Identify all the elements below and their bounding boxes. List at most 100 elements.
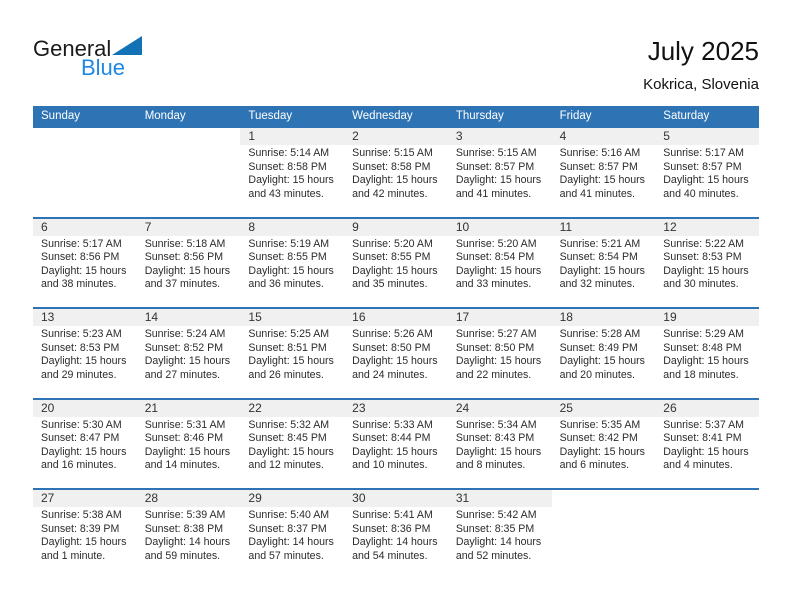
day-number-band: 8 bbox=[240, 218, 345, 236]
day-details: Sunrise: 5:21 AM Sunset: 8:54 PM Daylight:… bbox=[552, 236, 656, 292]
day-cell: 21 Sunrise: 5:31 AM Sunset: 8:46 PM Dayligh… bbox=[136, 399, 241, 489]
day-cell: 1 Sunrise: 5:14 AM Sunset: 8:58 PM Daylight… bbox=[240, 128, 345, 217]
day-number-band: 2 bbox=[344, 128, 448, 145]
day-details: Sunrise: 5:26 AM Sunset: 8:50 PM Daylight:… bbox=[344, 326, 448, 382]
sunset-text: Sunset: 8:54 PM bbox=[455, 251, 535, 264]
sunrise-text: Sunrise: 5:25 AM bbox=[248, 328, 330, 340]
sunrise-text: Sunrise: 5:37 AM bbox=[663, 418, 744, 431]
day-number: 28 bbox=[144, 491, 159, 505]
sunrise-text: Sunrise: 5:22 AM bbox=[663, 237, 744, 250]
sunrise-text: Sunrise: 5:21 AM bbox=[559, 237, 641, 250]
sunrise-text: Sunrise: 5:33 AM bbox=[352, 418, 433, 431]
day-cell: 23 Sunrise: 5:33 AM Sunset: 8:44 PM Dayligh… bbox=[344, 399, 448, 489]
daylight-text: Daylight: 15 hours and 36 minutes. bbox=[248, 264, 334, 291]
day-cell: 6 Sunrise: 5:17 AM Sunset: 8:56 PM Daylight… bbox=[33, 218, 137, 308]
sunset-text: Sunset: 8:35 PM bbox=[455, 522, 535, 535]
day-number: 22 bbox=[248, 400, 262, 415]
calendar: Sunday Monday Tuesday Wednesday Thursday… bbox=[33, 106, 759, 578]
day-cell: 16 Sunrise: 5:26 AM Sunset: 8:50 PM Dayligh… bbox=[344, 309, 448, 398]
day-number-band: 4 bbox=[551, 128, 656, 145]
daylight-text: Daylight: 15 hours and 14 minutes. bbox=[144, 445, 231, 472]
day-number-band: 19 bbox=[655, 309, 759, 326]
day-number-band bbox=[655, 490, 759, 507]
day-details: Sunrise: 5:20 AM Sunset: 8:54 PM Daylight:… bbox=[448, 236, 552, 292]
day-number-band bbox=[33, 128, 137, 145]
daylight-text: Daylight: 15 hours and 41 minutes. bbox=[559, 174, 645, 200]
day-number: 20 bbox=[41, 400, 55, 415]
daylight-text: Daylight: 15 hours and 20 minutes. bbox=[559, 355, 645, 381]
day-cell: 10 Sunrise: 5:20 AM Sunset: 8:54 PM Dayligh… bbox=[447, 218, 552, 308]
day-details: Sunrise: 5:30 AM Sunset: 8:47 PM Daylight:… bbox=[33, 417, 137, 473]
day-cell bbox=[655, 490, 759, 578]
day-number-band: 5 bbox=[655, 128, 759, 145]
day-cell: 20 Sunrise: 5:30 AM Sunset: 8:47 PM Dayligh… bbox=[33, 399, 137, 489]
daylight-text: Daylight: 15 hours and 32 minutes. bbox=[559, 264, 645, 291]
day-number-band: 13 bbox=[33, 309, 137, 326]
day-details: Sunrise: 5:17 AM Sunset: 8:56 PM Daylight:… bbox=[33, 236, 137, 292]
day-details: Sunrise: 5:20 AM Sunset: 8:55 PM Daylight:… bbox=[344, 236, 448, 292]
weekday-header-saturday: Saturday bbox=[663, 110, 710, 122]
day-number: 16 bbox=[352, 310, 366, 324]
sunrise-text: Sunrise: 5:31 AM bbox=[144, 418, 226, 431]
day-cell: 13 Sunrise: 5:23 AM Sunset: 8:53 PM Dayligh… bbox=[33, 309, 137, 398]
sunrise-text: Sunrise: 5:15 AM bbox=[352, 147, 433, 159]
sunrise-text: Sunrise: 5:39 AM bbox=[144, 509, 226, 521]
day-details: Sunrise: 5:25 AM Sunset: 8:51 PM Daylight:… bbox=[240, 326, 344, 382]
sunset-text: Sunset: 8:53 PM bbox=[663, 251, 742, 264]
day-number: 1 bbox=[248, 129, 256, 143]
day-number: 5 bbox=[663, 129, 670, 143]
day-details: Sunrise: 5:39 AM Sunset: 8:38 PM Daylight:… bbox=[137, 507, 241, 563]
day-number: 19 bbox=[663, 310, 677, 324]
daylight-text: Daylight: 15 hours and 29 minutes. bbox=[41, 355, 127, 381]
day-number: 6 bbox=[41, 219, 48, 234]
day-number-band: 22 bbox=[240, 399, 345, 417]
sunset-text: Sunset: 8:44 PM bbox=[352, 432, 431, 445]
daylight-text: Daylight: 14 hours and 59 minutes. bbox=[144, 536, 231, 562]
day-details: Sunrise: 5:18 AM Sunset: 8:56 PM Daylight:… bbox=[137, 236, 241, 292]
day-details: Sunrise: 5:22 AM Sunset: 8:53 PM Daylight:… bbox=[655, 236, 759, 292]
daylight-text: Daylight: 15 hours and 4 minutes. bbox=[663, 445, 749, 472]
day-number-band bbox=[552, 490, 656, 507]
day-number-band: 16 bbox=[344, 309, 448, 326]
sunset-text: Sunset: 8:45 PM bbox=[248, 432, 327, 445]
day-number-band: 26 bbox=[655, 399, 759, 417]
day-number: 24 bbox=[455, 400, 470, 415]
sunset-text: Sunset: 8:56 PM bbox=[41, 251, 120, 264]
day-number-band: 12 bbox=[655, 218, 759, 236]
day-details: Sunrise: 5:23 AM Sunset: 8:53 PM Daylight:… bbox=[33, 326, 137, 382]
day-cell: 19 Sunrise: 5:29 AM Sunset: 8:48 PM Dayligh… bbox=[655, 309, 759, 398]
sunset-text: Sunset: 8:57 PM bbox=[455, 160, 535, 173]
weekday-header-friday: Friday bbox=[559, 110, 592, 122]
day-cell: 8 Sunrise: 5:19 AM Sunset: 8:55 PM Daylight… bbox=[240, 218, 345, 308]
sunset-text: Sunset: 8:38 PM bbox=[144, 522, 224, 535]
day-number-band bbox=[137, 128, 241, 145]
sunrise-text: Sunrise: 5:40 AM bbox=[248, 509, 330, 521]
day-number-band: 21 bbox=[136, 399, 241, 417]
logo-text-general: General bbox=[33, 36, 112, 61]
day-cell bbox=[137, 128, 241, 217]
day-cell: 24 Sunrise: 5:34 AM Sunset: 8:43 PM Dayligh… bbox=[447, 399, 552, 489]
sunrise-text: Sunrise: 5:34 AM bbox=[455, 418, 537, 431]
day-number: 8 bbox=[248, 219, 256, 234]
day-cell: 31 Sunrise: 5:42 AM Sunset: 8:35 PM Dayligh… bbox=[447, 490, 552, 578]
weekday-header-thursday: Thursday bbox=[455, 110, 504, 122]
day-number: 10 bbox=[455, 219, 470, 234]
day-cell: 9 Sunrise: 5:20 AM Sunset: 8:55 PM Daylight… bbox=[344, 218, 448, 308]
day-number-band: 17 bbox=[447, 309, 552, 326]
day-number-band: 23 bbox=[344, 399, 448, 417]
daylight-text: Daylight: 15 hours and 24 minutes. bbox=[352, 355, 438, 381]
day-number-band: 1 bbox=[240, 128, 345, 145]
day-details: Sunrise: 5:40 AM Sunset: 8:37 PM Daylight:… bbox=[240, 507, 344, 563]
sunrise-text: Sunrise: 5:35 AM bbox=[559, 418, 641, 431]
day-cell: 17 Sunrise: 5:27 AM Sunset: 8:50 PM Dayligh… bbox=[447, 309, 552, 398]
sunrise-text: Sunrise: 5:30 AM bbox=[41, 418, 122, 431]
day-cell: 12 Sunrise: 5:22 AM Sunset: 8:53 PM Dayligh… bbox=[655, 218, 759, 308]
sunrise-text: Sunrise: 5:42 AM bbox=[455, 509, 537, 521]
day-number-band: 25 bbox=[551, 399, 656, 417]
sunrise-text: Sunrise: 5:26 AM bbox=[352, 328, 433, 340]
day-number: 29 bbox=[248, 491, 262, 505]
day-number: 13 bbox=[41, 310, 55, 324]
sunrise-text: Sunrise: 5:20 AM bbox=[352, 237, 433, 250]
general-blue-logo: General Blue bbox=[33, 36, 143, 79]
day-details: Sunrise: 5:28 AM Sunset: 8:49 PM Daylight:… bbox=[552, 326, 656, 382]
